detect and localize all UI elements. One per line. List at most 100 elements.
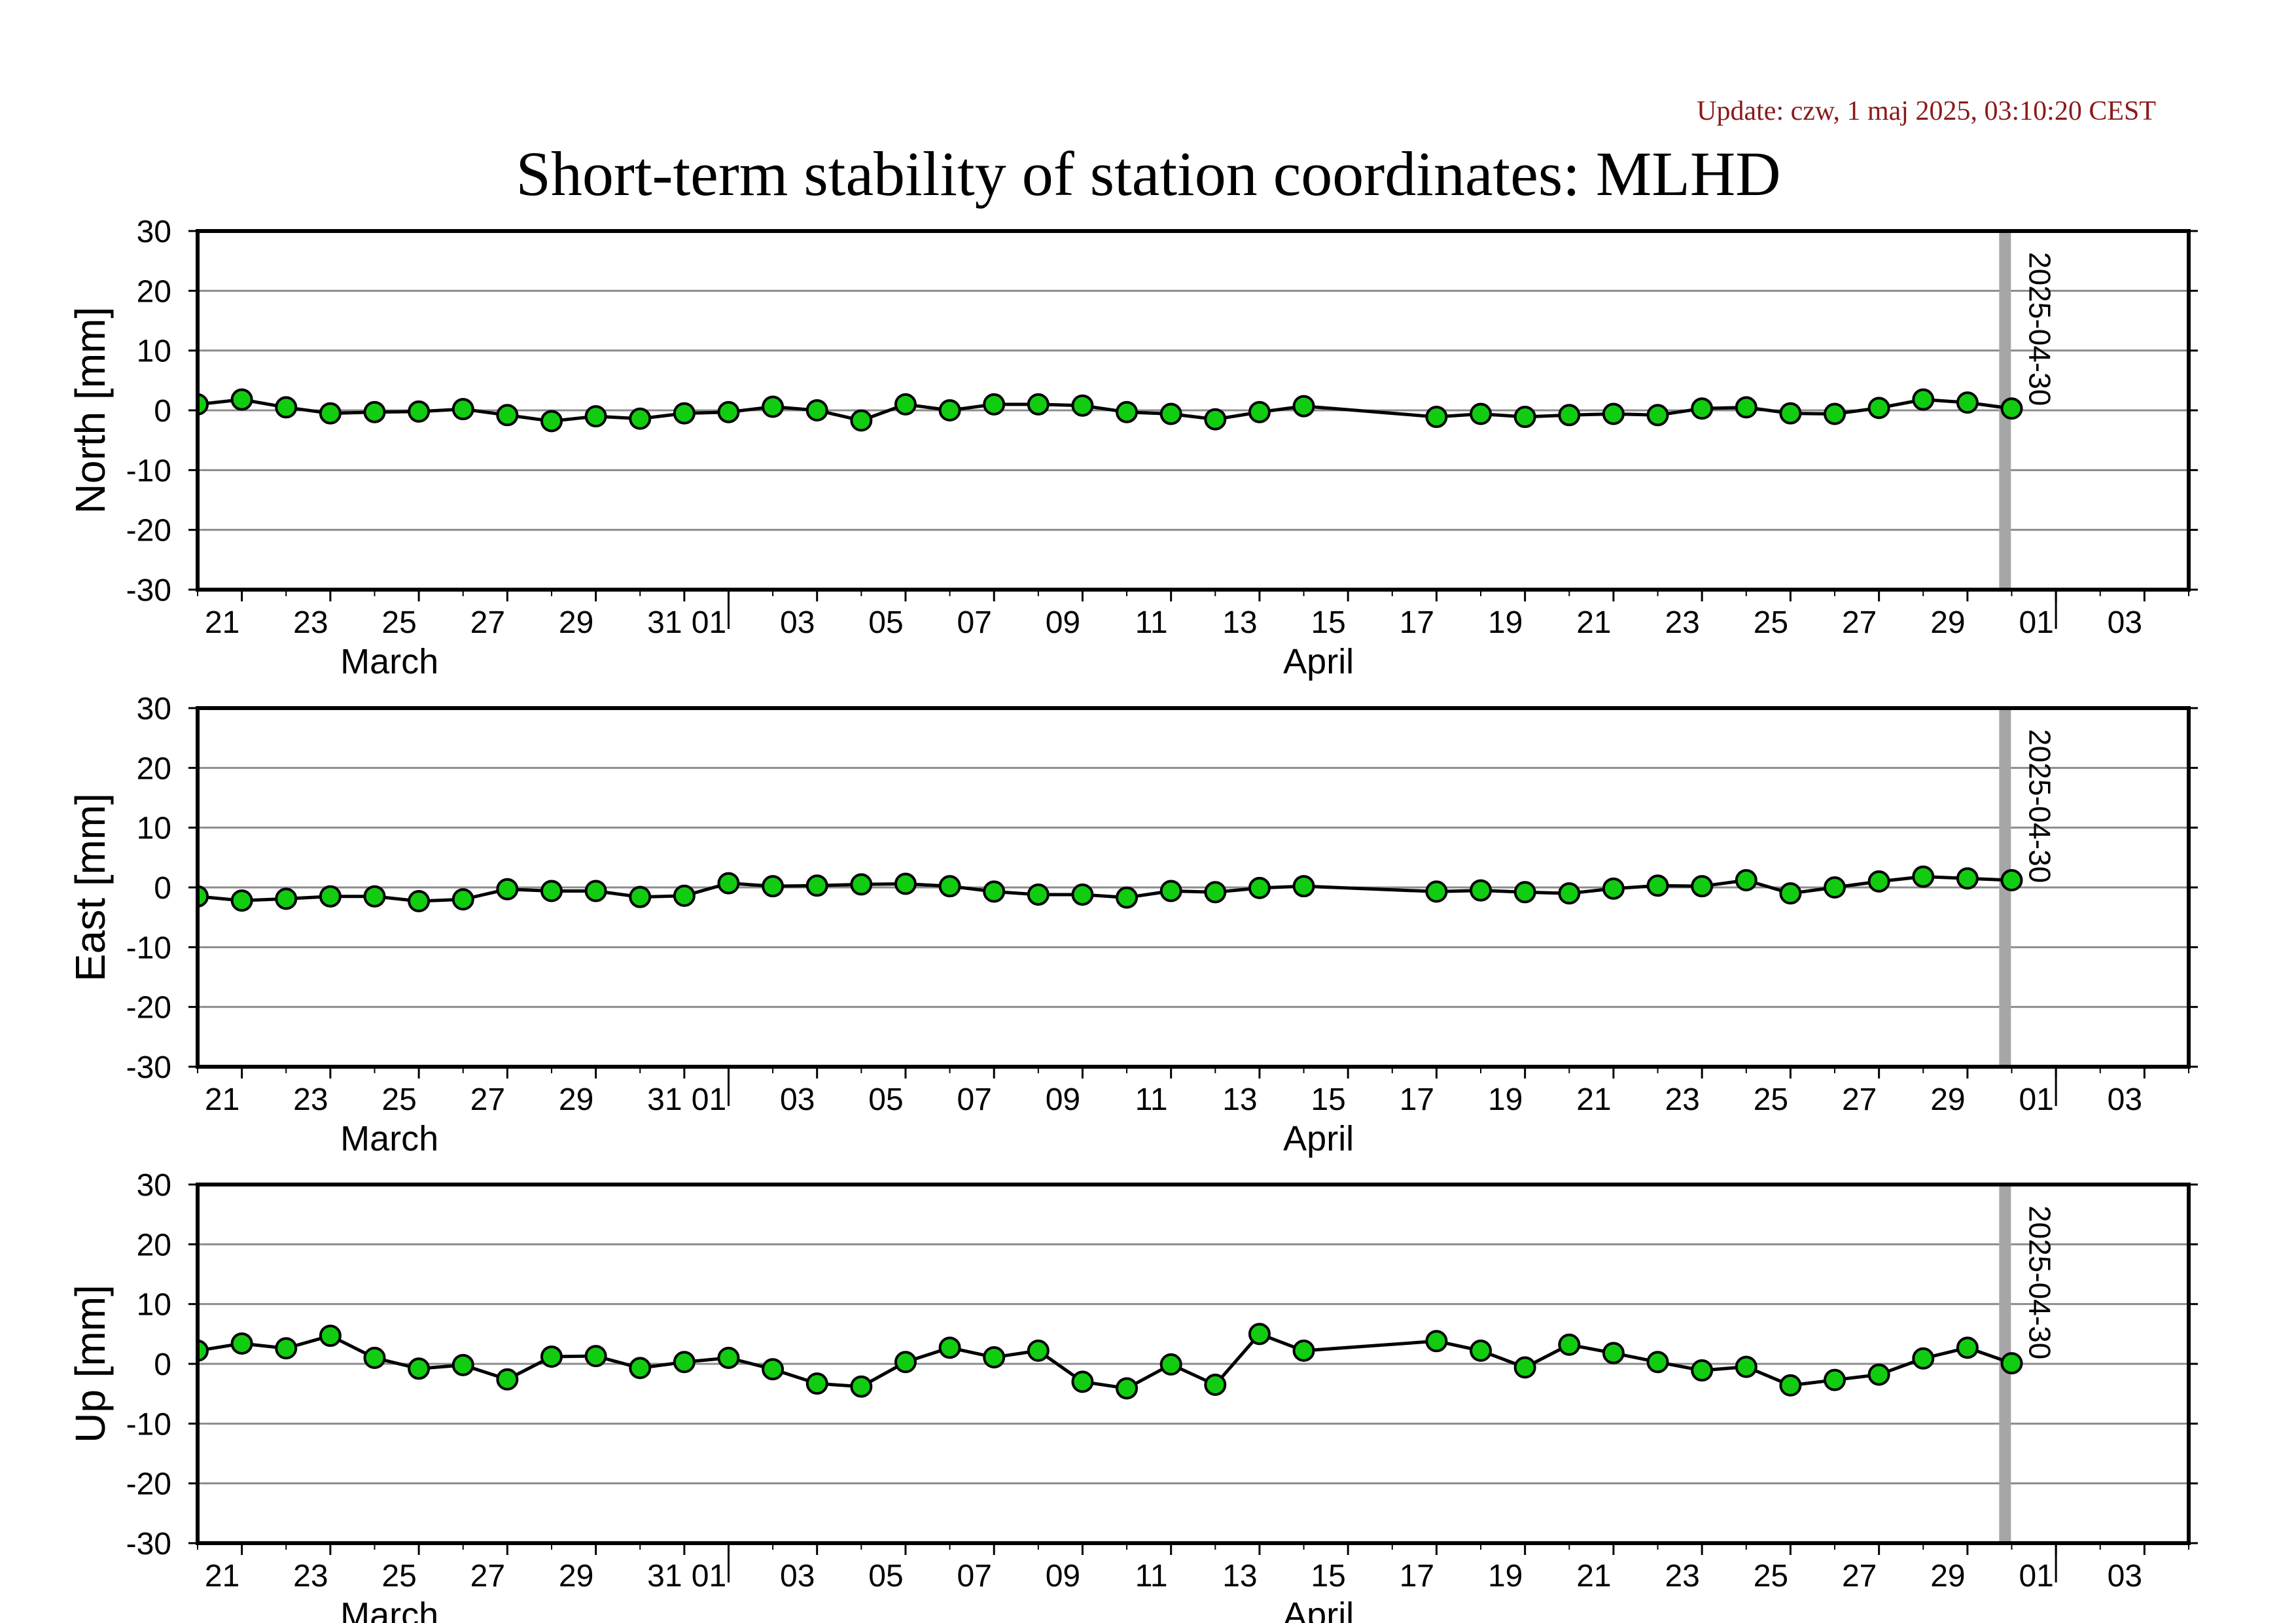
data-point	[673, 884, 696, 907]
x-tick-label: 11	[1135, 1082, 1168, 1117]
data-point	[1735, 869, 1757, 892]
x-tick-label: 03	[780, 605, 815, 640]
data-point	[938, 1336, 961, 1359]
y-tick-label: -30	[126, 573, 171, 608]
y-tick-label: -20	[126, 1467, 171, 1502]
x-tick-label: 07	[957, 1082, 992, 1117]
x-tick-label: 03	[2108, 1559, 2142, 1594]
data-point	[762, 395, 785, 418]
y-tick-label: 30	[137, 692, 171, 726]
data-point	[275, 1337, 298, 1360]
chart-panels: 30 20 10 0 -10 -20 -30 North [mm] 2025-04-30 21 23…	[67, 215, 2198, 1623]
data-point	[1425, 880, 1448, 903]
series-line	[198, 1332, 2013, 1391]
y-tick-label: -30	[126, 1050, 171, 1085]
data-point	[1513, 406, 1536, 429]
data-point	[1735, 1355, 1757, 1378]
data-point	[1292, 875, 1315, 898]
data-point	[1867, 1363, 1890, 1386]
x-tick-label: 07	[957, 605, 992, 640]
series-line	[198, 875, 2012, 903]
y-tick-label: 10	[137, 1288, 171, 1323]
x-tick-label: 25	[1754, 605, 1788, 640]
data-point	[1867, 397, 1890, 419]
x-tick-label: 11	[1135, 605, 1168, 640]
data-point	[1558, 404, 1581, 427]
data-point	[198, 1339, 209, 1362]
y-tick-label: 20	[137, 751, 171, 786]
x-tick-label: 23	[1665, 605, 1699, 640]
data-point	[1912, 388, 1935, 411]
x-tick-label: 23	[293, 1559, 328, 1594]
x-tick-label: 25	[381, 1559, 416, 1594]
x-tick-label: 17	[1400, 1559, 1434, 1594]
x-tick-label: 07	[957, 1559, 992, 1594]
data-point	[584, 405, 607, 428]
data-point	[805, 399, 828, 421]
data-point	[629, 407, 652, 430]
x-tick-label: 01	[2019, 1082, 2053, 1117]
y-tick-label: -10	[126, 931, 171, 965]
x-tick-label: 01	[692, 1082, 726, 1117]
x-tick-label: 21	[205, 605, 239, 640]
data-point	[1470, 879, 1492, 902]
x-tick-label: 29	[559, 605, 593, 640]
data-point	[1204, 881, 1227, 904]
data-point	[1513, 1356, 1536, 1379]
data-point	[1779, 402, 1802, 425]
data-point	[1558, 882, 1581, 905]
data-point	[717, 1346, 740, 1369]
data-point	[850, 409, 873, 432]
x-tick-label: 29	[1930, 1082, 1965, 1117]
data-point	[1248, 876, 1271, 899]
data-point	[230, 388, 253, 411]
x-tick-label: 03	[780, 1082, 815, 1117]
x-tick-label: 01	[2019, 605, 2053, 640]
x-tick-label: 19	[1488, 605, 1523, 640]
data-point	[584, 1345, 607, 1368]
x-tick-label: 17	[1400, 1082, 1434, 1117]
month-label: March	[340, 642, 438, 681]
x-tick-label: 19	[1488, 1559, 1523, 1594]
data-point	[673, 1351, 696, 1374]
data-point	[540, 410, 563, 433]
data-point	[1470, 1339, 1492, 1362]
data-point	[1116, 886, 1139, 909]
data-point	[230, 889, 253, 912]
data-point	[319, 402, 342, 425]
data-point	[762, 875, 785, 898]
data-point	[1292, 395, 1315, 418]
data-point	[1646, 874, 1669, 897]
x-tick-label: 03	[2108, 1082, 2142, 1117]
y-tick-label: 30	[137, 215, 171, 249]
y-tick-label: -20	[126, 514, 171, 548]
data-point	[1956, 1336, 1979, 1359]
data-point	[1691, 1359, 1714, 1382]
data-point	[230, 1332, 253, 1355]
data-point	[363, 1346, 386, 1369]
data-point	[1735, 396, 1757, 419]
x-tick-label: 05	[868, 605, 903, 640]
y-tick-label: 20	[137, 274, 171, 309]
data-point	[983, 1346, 1006, 1368]
data-point	[275, 396, 298, 419]
data-point	[1824, 402, 1846, 425]
series-line	[198, 398, 2012, 423]
data-point	[1116, 401, 1139, 423]
x-tick-label: 25	[1754, 1082, 1788, 1117]
data-point	[1204, 408, 1227, 431]
data-point	[1470, 402, 1492, 425]
data-point	[451, 888, 474, 911]
data-point	[717, 872, 740, 895]
x-tick-label: 01	[692, 1559, 726, 1594]
y-axis-label: North [mm]	[67, 307, 114, 514]
data-point	[540, 880, 563, 902]
data-point	[1513, 881, 1536, 904]
month-label: March	[340, 1596, 438, 1623]
x-tick-label: 27	[1842, 1082, 1877, 1117]
x-tick-label: 31	[647, 1559, 682, 1594]
data-point	[894, 872, 917, 895]
x-tick-label: 01	[2019, 1559, 2053, 1594]
chart-title: Short-term stability of station coordina…	[516, 139, 1780, 209]
x-tick-label: 21	[205, 1082, 239, 1117]
